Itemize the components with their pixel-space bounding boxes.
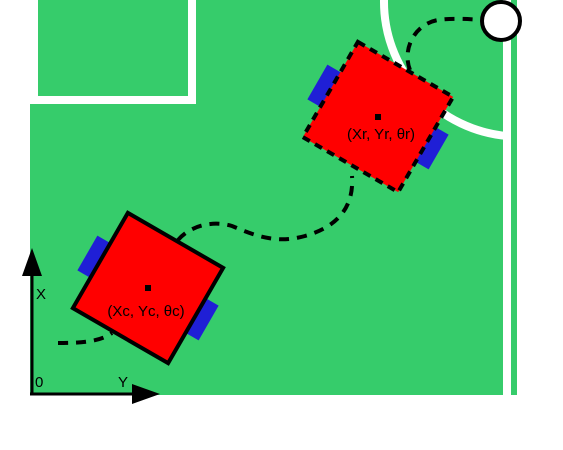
path-end-segment: [405, 16, 483, 71]
y-axis-arrow-icon: [132, 384, 160, 404]
square-dot-icon: [375, 114, 381, 120]
square-dot-icon: [145, 285, 151, 291]
trajectory-path: [57, 16, 483, 345]
circle-icon: [480, 0, 522, 42]
current-robot: [70, 210, 226, 366]
coordinate-axes: X Y 0: [22, 248, 160, 404]
x-axis-arrow-icon: [22, 248, 42, 276]
current-robot-label: (Xc, Yc, θc): [107, 303, 184, 320]
path-middle-segment: [176, 175, 355, 242]
target-robot: [300, 39, 456, 195]
robot-wheel-right: [409, 123, 449, 170]
x-axis-label: X: [36, 286, 46, 303]
y-axis-label: Y: [118, 374, 128, 391]
path-start-segment: [57, 331, 114, 345]
target-robot-label: (Xr, Yr, θr): [347, 126, 415, 143]
origin-label: 0: [35, 374, 43, 391]
field: [30, 0, 517, 395]
penalty-box-line: [30, 0, 196, 104]
